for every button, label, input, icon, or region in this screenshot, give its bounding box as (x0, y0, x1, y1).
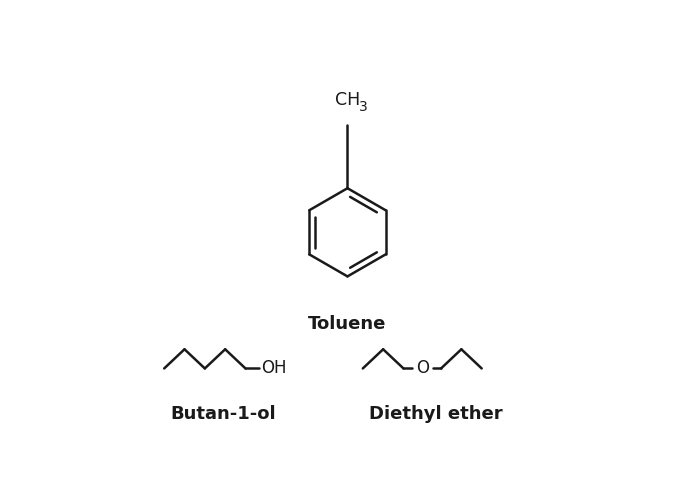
Text: O: O (416, 360, 428, 377)
Text: Toluene: Toluene (308, 315, 386, 333)
Text: CH: CH (335, 91, 360, 109)
Text: 3: 3 (359, 100, 368, 114)
Text: Diethyl ether: Diethyl ether (369, 405, 502, 423)
Text: OH: OH (262, 360, 287, 377)
Text: Butan-1-ol: Butan-1-ol (170, 405, 276, 423)
